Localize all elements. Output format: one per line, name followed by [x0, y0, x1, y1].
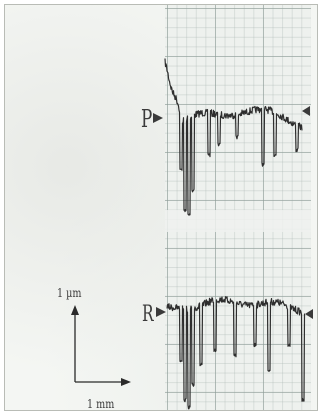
scale-bar-arrows: [71, 305, 131, 386]
arrow-up-icon: [71, 305, 79, 315]
horizontal-scale-label: 1 mm: [87, 397, 115, 411]
scanned-figure: P R 1 µm 1 mm: [4, 4, 318, 411]
profile-label-r: R: [142, 302, 154, 327]
vertical-scale-label: 1 µm: [57, 286, 82, 300]
profile-label-p: P: [141, 105, 153, 133]
arrow-right-icon: [121, 378, 131, 386]
profile-traces: [71, 58, 313, 410]
upper-right-marker-icon: [302, 106, 310, 116]
lower-right-marker-icon: [305, 309, 313, 319]
chart-paper-gap: [165, 210, 311, 232]
chart-paper-grid: [165, 5, 311, 410]
lower-profile-trace: [166, 296, 306, 410]
upper-left-marker-icon: [153, 113, 163, 123]
upper-profile-trace: [164, 58, 303, 216]
lower-left-marker-icon: [156, 307, 166, 317]
